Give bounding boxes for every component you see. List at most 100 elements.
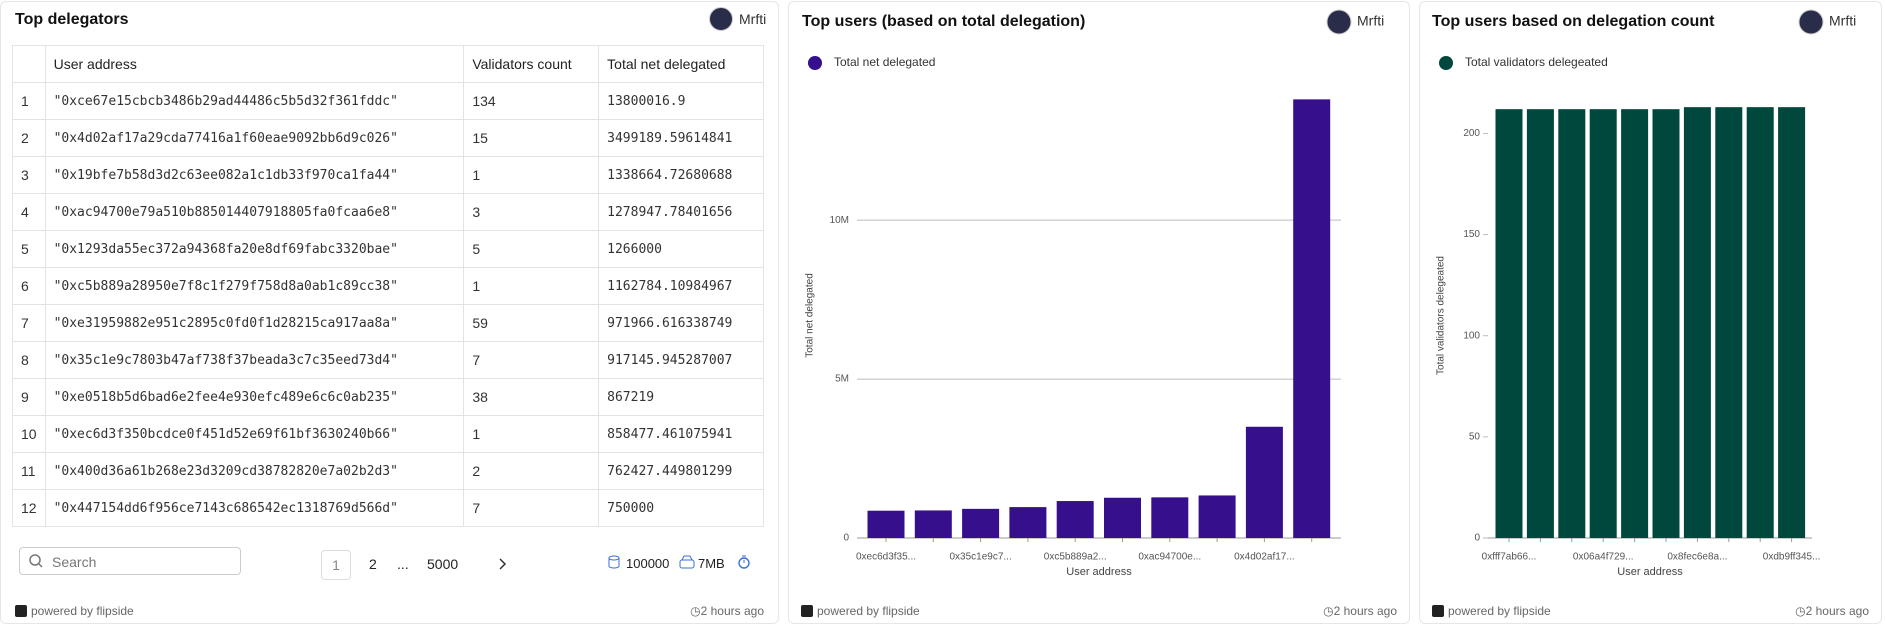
table-row: 7 "0xe31959882e951c2895c0fd0f1d28215ca917…	[12, 304, 764, 342]
table-cell: "0x447154dd6f956ce7143c686542ec1318769d5…	[44, 489, 465, 527]
bar	[1245, 426, 1283, 538]
table-cell: 38	[463, 378, 600, 416]
table-cell: 1338664.72680688	[598, 156, 764, 194]
y-tick-label: 200	[1463, 128, 1480, 139]
updated: ◷2 hours ago	[1323, 604, 1397, 618]
y-tick-label: 5M	[835, 374, 849, 385]
chart-panel: Top users (based on total delegation) Mrf…	[788, 1, 1410, 624]
powered-by-text: powered by flipside	[1448, 604, 1551, 618]
table-cell: 9	[12, 378, 46, 416]
header-cell: Validators count	[463, 45, 600, 83]
table-row: 6 "0xc5b889a28950e7f8c1f279f758d8a0ab1c89…	[12, 267, 764, 305]
y-tick-label: 10M	[830, 215, 849, 226]
size: 7MB	[698, 556, 725, 571]
table-cell: 3	[463, 193, 600, 231]
x-tick-label: 0x35c1e9c7...	[949, 552, 1011, 563]
y-axis-title: Total net delegated	[805, 273, 816, 358]
bar	[1104, 497, 1141, 538]
y-tick-label: 0	[1474, 533, 1480, 544]
table-cell: 2	[463, 452, 600, 490]
author: Mrfti	[739, 11, 767, 27]
bar	[1198, 495, 1236, 538]
bar	[1715, 107, 1743, 538]
table-cell: "0xec6d3f350bcdce0f451d52e69f61bf3630240…	[44, 415, 465, 453]
bar	[867, 510, 905, 538]
table-cell: 7	[463, 341, 600, 379]
table-cell: 4	[12, 193, 46, 231]
table-cell: 3499189.59614841	[598, 119, 764, 157]
page-button[interactable]: 5000	[427, 556, 459, 572]
table-cell: 13800016.9	[598, 82, 764, 120]
chart-title: Top users based on delegation count	[1432, 13, 1715, 30]
table-cell: 5	[12, 230, 46, 268]
table-row: 10 "0xec6d3f350bcdce0f451d52e69f61bf36302…	[12, 415, 764, 453]
table-cell: 7	[463, 489, 600, 527]
table-cell: 867219	[598, 378, 764, 416]
table-cell: "0x4d02af17a29cda77416a1f60eae9092bb6d9c…	[44, 119, 465, 157]
bar	[1526, 109, 1554, 538]
bar	[1009, 507, 1047, 538]
table-cell: 1278947.78401656	[598, 193, 764, 231]
bar	[1293, 99, 1331, 539]
table-row: 5 "0x1293da55ec372a94368fa20e8df69fabc332…	[12, 230, 764, 268]
size-icon	[679, 555, 695, 569]
header-row: User address Validators count Total net de…	[12, 45, 764, 83]
chart: Top users (based on total delegation) Mrf…	[802, 9, 1384, 578]
bar	[1589, 109, 1617, 538]
next-page[interactable]	[497, 557, 509, 571]
table-cell: 2	[12, 119, 46, 157]
table-cell: "0x1293da55ec372a94368fa20e8df69fabc3320…	[44, 230, 465, 268]
table-cell: "0xe0518b5d6bad6e2fee4e930efc489e6c6c0ab…	[44, 378, 465, 416]
bar	[1621, 109, 1649, 538]
chart: Top users based on delegation count Mrfti…	[1432, 9, 1856, 578]
powered-by[interactable]: powered by flipside	[15, 604, 134, 618]
table-panel: Top delegators Mrfti User address Validat…	[0, 1, 779, 624]
legend-marker	[808, 56, 822, 70]
search-box[interactable]: Search	[19, 547, 241, 575]
bar	[1652, 109, 1680, 538]
bar	[1746, 107, 1774, 538]
x-tick-label: 0xec6d3f35...	[856, 552, 916, 563]
powered-by[interactable]: powered by flipside	[801, 604, 920, 618]
table-cell: 1162784.10984967	[598, 267, 764, 305]
avatar	[1326, 9, 1352, 35]
updated: ◷2 hours ago	[690, 604, 764, 618]
updated-text: 2 hours ago	[1333, 604, 1397, 618]
x-tick-label: 0x8fec6e8a...	[1667, 552, 1727, 563]
updated-text: 2 hours ago	[700, 604, 764, 618]
table-cell: "0xc5b889a28950e7f8c1f279f758d8a0ab1c89c…	[44, 267, 465, 305]
timer-icon	[738, 555, 750, 569]
table-cell: 917145.945287007	[598, 341, 764, 379]
table-row: 9 "0xe0518b5d6bad6e2fee4e930efc489e6c6c0a…	[12, 378, 764, 416]
table-cell: 15	[463, 119, 600, 157]
page-button[interactable]: 2	[369, 556, 377, 572]
table-cell: 11	[12, 452, 46, 490]
table-cell: "0x19bfe7b58d3d2c63ee082a1c1db33f970ca1f…	[44, 156, 465, 194]
powered-by-text: powered by flipside	[31, 604, 134, 618]
x-axis-title: User address	[1617, 566, 1683, 578]
table-row: 11 "0x400d36a61b268e23d3209cd38782820e7a0…	[12, 452, 764, 490]
header-cell	[12, 45, 46, 83]
table-cell: 10	[12, 415, 46, 453]
table-cell: "0xe31959882e951c2895c0fd0f1d28215ca917a…	[44, 304, 465, 342]
y-tick-label: 100	[1463, 330, 1480, 341]
y-tick-label: 50	[1469, 432, 1481, 443]
table-row: 2 "0x4d02af17a29cda77416a1f60eae9092bb6d9…	[12, 119, 764, 157]
updated: ◷2 hours ago	[1795, 604, 1869, 618]
table-cell: "0x35c1e9c7803b47af738f37beada3c7c35eed7…	[44, 341, 465, 379]
table-cell: 7	[12, 304, 46, 342]
bar	[1495, 109, 1523, 538]
page-button[interactable]: 1	[321, 550, 351, 580]
table-cell: 1	[463, 415, 600, 453]
table-row: 8 "0x35c1e9c7803b47af738f37beada3c7c35eed…	[12, 341, 764, 379]
powered-by[interactable]: powered by flipside	[1432, 604, 1551, 618]
table-row: 1 "0xce67e15cbcb3486b29ad44486c5b5d32f361…	[12, 82, 764, 120]
table-cell: 5	[463, 230, 600, 268]
table-cell: 134	[463, 82, 600, 120]
y-tick-label: 0	[843, 533, 849, 544]
author: Mrfti	[1357, 13, 1384, 29]
table-cell: 8	[12, 341, 46, 379]
bar	[914, 510, 952, 538]
table: User address Validators count Total net de…	[12, 45, 764, 527]
db-icon	[608, 555, 620, 569]
